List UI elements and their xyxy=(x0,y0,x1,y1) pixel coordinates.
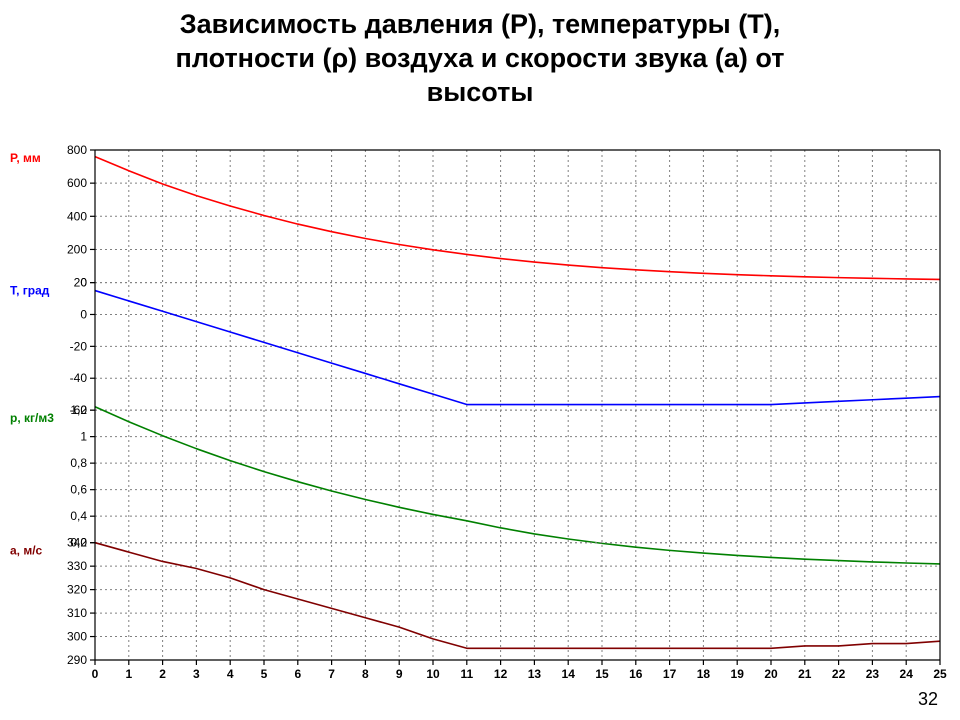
svg-text:16: 16 xyxy=(629,667,643,681)
multi-panel-line-chart: 0123456789101112131415161718192021222324… xyxy=(0,0,960,720)
svg-text:Р, мм: Р, мм xyxy=(10,151,41,165)
svg-text:19: 19 xyxy=(731,667,745,681)
svg-text:7: 7 xyxy=(328,667,335,681)
svg-text:9: 9 xyxy=(396,667,403,681)
svg-text:2: 2 xyxy=(159,667,166,681)
svg-text:Т, град: Т, град xyxy=(10,284,50,298)
svg-text:200: 200 xyxy=(67,242,87,256)
svg-text:600: 600 xyxy=(67,176,87,190)
svg-text:10: 10 xyxy=(426,667,440,681)
svg-text:11: 11 xyxy=(460,667,473,681)
svg-text:340: 340 xyxy=(67,536,87,550)
svg-text:20: 20 xyxy=(764,667,778,681)
svg-text:14: 14 xyxy=(562,667,576,681)
svg-text:330: 330 xyxy=(67,559,87,573)
svg-text:1,2: 1,2 xyxy=(70,403,87,417)
svg-text:-40: -40 xyxy=(70,371,88,385)
svg-text:4: 4 xyxy=(227,667,234,681)
svg-text:310: 310 xyxy=(67,606,87,620)
svg-text:8: 8 xyxy=(362,667,369,681)
svg-text:-20: -20 xyxy=(70,339,88,353)
svg-text:17: 17 xyxy=(663,667,677,681)
svg-text:5: 5 xyxy=(261,667,268,681)
svg-text:21: 21 xyxy=(798,667,812,681)
svg-text:25: 25 xyxy=(933,667,947,681)
svg-text:23: 23 xyxy=(866,667,880,681)
svg-text:320: 320 xyxy=(67,583,87,597)
svg-text:290: 290 xyxy=(67,653,87,667)
svg-text:15: 15 xyxy=(595,667,609,681)
svg-text:300: 300 xyxy=(67,630,87,644)
svg-text:0,6: 0,6 xyxy=(70,483,87,497)
svg-text:0: 0 xyxy=(92,667,99,681)
svg-text:0,4: 0,4 xyxy=(70,509,87,523)
svg-text:18: 18 xyxy=(697,667,711,681)
svg-text:22: 22 xyxy=(832,667,846,681)
svg-text:12: 12 xyxy=(494,667,508,681)
svg-text:3: 3 xyxy=(193,667,200,681)
svg-text:24: 24 xyxy=(900,667,914,681)
svg-text:20: 20 xyxy=(74,276,88,290)
svg-text:р, кг/м3: р, кг/м3 xyxy=(10,411,54,425)
svg-text:6: 6 xyxy=(294,667,301,681)
svg-text:13: 13 xyxy=(528,667,542,681)
svg-text:1: 1 xyxy=(80,430,87,444)
svg-text:400: 400 xyxy=(67,209,87,223)
svg-text:800: 800 xyxy=(67,143,87,157)
svg-text:0: 0 xyxy=(80,307,87,321)
svg-text:0,8: 0,8 xyxy=(70,456,87,470)
svg-text:1: 1 xyxy=(125,667,132,681)
svg-text:а, м/с: а, м/с xyxy=(10,544,43,558)
